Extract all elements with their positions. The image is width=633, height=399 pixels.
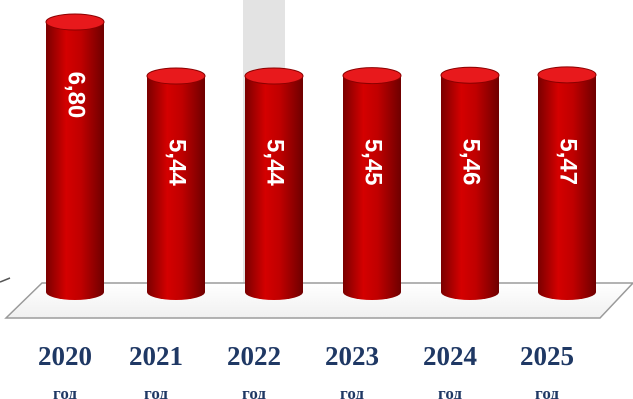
bar-top [146, 67, 206, 85]
category-label: 2022 [227, 341, 281, 371]
category-label: 2025 [520, 341, 574, 371]
bar-body [343, 75, 401, 300]
bars-group: 6,80 5,44 5,44 5,45 5,46 5,47 [45, 13, 597, 300]
bar-body [538, 74, 596, 300]
category-unit-label: год [53, 384, 77, 399]
bar-top [342, 67, 402, 85]
category-unit-label: год [535, 384, 559, 399]
bar-2025: 5,47 [537, 66, 597, 300]
bar-value-label: 5,44 [262, 139, 289, 186]
category-unit-label: год [340, 384, 364, 399]
category-label: 2020 [38, 341, 92, 371]
bar-value-label: 5,45 [360, 139, 387, 186]
axis-tick [0, 277, 11, 283]
bar-body [245, 76, 303, 300]
bar-body [441, 75, 499, 300]
bar-2023: 5,45 [342, 67, 402, 300]
bar-value-label: 5,47 [555, 138, 582, 185]
bar-top [537, 66, 597, 84]
category-unit-label: год [438, 384, 462, 399]
category-label: 2021 [129, 341, 183, 371]
category-label: 2023 [325, 341, 379, 371]
bar-value-label: 5,46 [458, 139, 485, 186]
bar-2022: 5,44 [244, 67, 304, 300]
bar-2020: 6,80 [45, 13, 105, 300]
category-label: 2024 [423, 341, 477, 371]
bar-top [440, 66, 500, 84]
category-unit-label: год [242, 384, 266, 399]
category-unit-label: год [144, 384, 168, 399]
bar-value-label: 5,44 [164, 139, 191, 186]
category-labels-group: 2020 год 2021 год 2022 год 2023 год 2024 год 2025 г… [38, 341, 574, 399]
bar-2021: 5,44 [146, 67, 206, 300]
bar-2024: 5,46 [440, 66, 500, 300]
bar-body [147, 76, 205, 300]
bar-value-label: 6,80 [63, 72, 90, 119]
bar-body [46, 22, 104, 300]
bar-top [244, 67, 304, 85]
bar-top [45, 13, 105, 31]
